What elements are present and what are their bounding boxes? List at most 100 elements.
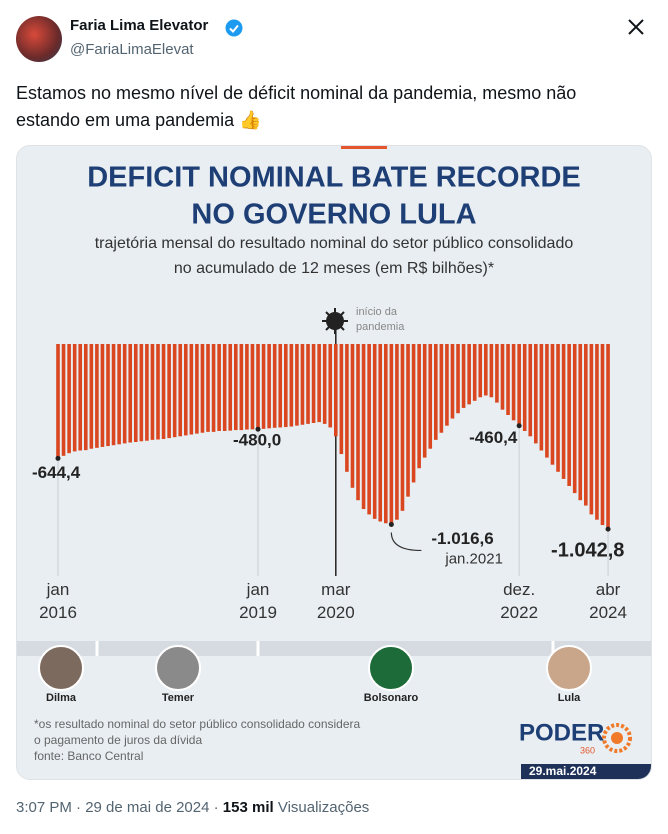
bar — [156, 344, 160, 440]
bar — [222, 344, 227, 431]
point-dot — [255, 426, 261, 432]
bar — [367, 344, 371, 515]
bar — [506, 344, 510, 415]
point-dot — [516, 423, 522, 429]
bar — [95, 344, 99, 448]
x-tick-label-line: mar — [321, 580, 351, 599]
bar — [445, 344, 449, 426]
bar — [283, 344, 288, 428]
author-handle[interactable]: @FariaLimaElevat — [70, 41, 194, 58]
bar — [567, 344, 571, 486]
author-name[interactable]: Faria Lima Elevator — [70, 17, 209, 34]
value-label: -1.042,8 — [551, 539, 624, 561]
value-label: -644,4 — [32, 463, 81, 482]
brand-sub: 360 — [580, 745, 595, 755]
bar — [228, 344, 233, 431]
bar — [456, 344, 460, 414]
bar — [89, 344, 94, 449]
bar — [161, 344, 166, 439]
bar — [100, 344, 105, 447]
chart-card[interactable]: DEFICIT NOMINAL BATE RECORDE NO GOVERNO … — [16, 145, 652, 780]
x-tick-label: mar 2020 — [317, 580, 355, 622]
bar — [406, 344, 410, 497]
value-label: -460,4 — [469, 428, 518, 447]
date: 29.mai.2024 — [529, 764, 597, 778]
bar — [300, 344, 305, 425]
bar — [289, 344, 294, 427]
bar — [600, 344, 605, 526]
value-label: -480,0 — [233, 431, 281, 450]
bar — [411, 344, 416, 483]
chart-subtitle: trajetória mensal do resultado nominal d… — [95, 235, 574, 252]
bar — [206, 344, 210, 432]
president-photo — [38, 645, 84, 691]
annotation: jan.2021 — [444, 550, 503, 567]
bar — [217, 344, 221, 431]
x-tick-label-line: 2022 — [500, 603, 538, 622]
bar — [556, 344, 560, 472]
avatar[interactable] — [16, 16, 62, 62]
note: fonte: Banco Central — [34, 749, 143, 763]
brand-sun — [602, 723, 632, 753]
x-logo[interactable] — [627, 18, 645, 36]
tweet-text: Estamos no mesmo nível de déficit nomina… — [16, 83, 577, 130]
bar — [261, 344, 266, 429]
bar — [83, 344, 88, 451]
x-tick-label: abr 2024 — [589, 580, 627, 622]
president-photo — [368, 645, 414, 691]
x-tick-label-line: dez. — [503, 580, 535, 599]
bar — [356, 344, 360, 501]
bar — [61, 344, 66, 456]
views: 153 mil — [222, 799, 274, 816]
verified-badge — [225, 19, 243, 37]
bar — [172, 344, 177, 438]
bar — [467, 344, 471, 405]
bar — [350, 344, 355, 488]
bar — [278, 344, 283, 428]
brand: PODER — [519, 719, 604, 746]
bar — [422, 344, 427, 458]
x-tick-label: jan 2016 — [39, 580, 77, 622]
point-dot — [55, 455, 61, 461]
bar — [434, 344, 438, 440]
bar — [339, 344, 344, 455]
president-name: Temer — [162, 692, 195, 704]
bar — [133, 344, 138, 442]
note: o pagamento de juros da dívida — [34, 733, 202, 747]
bar — [111, 344, 116, 446]
bar — [122, 344, 127, 444]
x-tick-label-line: 2016 — [39, 603, 77, 622]
time: 3:07 PM · 29 de mai de 2024 · — [16, 799, 219, 816]
bar — [450, 344, 455, 419]
bar — [239, 344, 244, 431]
views-label: Visualizações — [277, 799, 370, 816]
bar — [417, 344, 421, 469]
bar — [345, 344, 349, 472]
chart-title: NO GOVERNO LULA — [191, 199, 476, 231]
bar — [56, 344, 60, 459]
bar — [539, 344, 544, 451]
bar — [322, 344, 327, 424]
x-tick-label-line: abr — [596, 580, 621, 599]
bar — [606, 344, 610, 530]
president-name: Lula — [558, 692, 581, 704]
bar — [267, 344, 271, 429]
bar — [67, 344, 71, 454]
annotation: pandemia — [356, 321, 405, 333]
bar — [561, 344, 566, 479]
bar — [578, 344, 583, 501]
value-label: -1.016,6 — [431, 529, 493, 548]
president-photo — [546, 645, 592, 691]
bar — [78, 344, 83, 451]
bar — [272, 344, 277, 428]
bar — [511, 344, 516, 421]
accent-bar — [341, 146, 387, 149]
bar — [72, 344, 77, 452]
bar — [178, 344, 183, 437]
timestamp[interactable]: 3:07 PM · 29 de mai de 2024 · 153 mil Vi… — [16, 799, 369, 816]
bar — [461, 344, 466, 408]
bar — [584, 344, 588, 506]
x-tick-label: dez. 2022 — [500, 580, 538, 622]
bar — [489, 344, 494, 398]
bar — [189, 344, 194, 435]
